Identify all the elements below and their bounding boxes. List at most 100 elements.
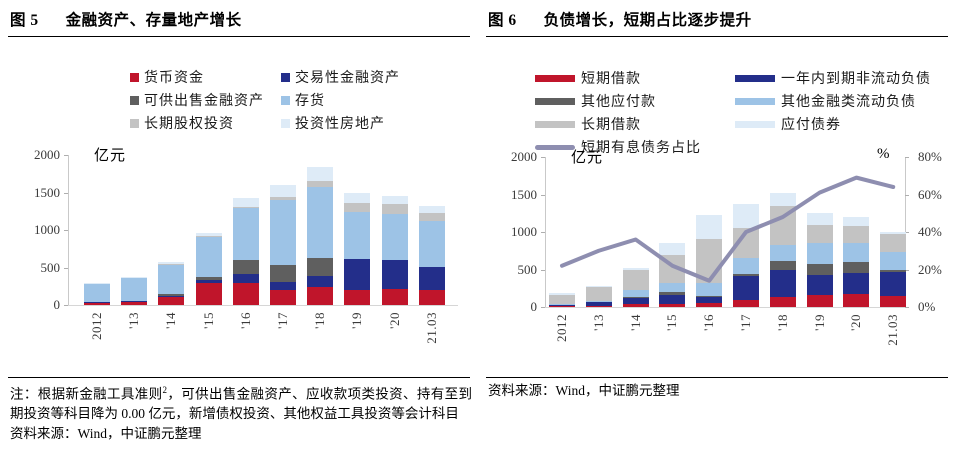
bar-segment bbox=[769, 245, 796, 262]
bar-segment bbox=[158, 296, 185, 305]
bar-segment bbox=[158, 294, 185, 296]
x-axis-label-text: '20 bbox=[848, 314, 864, 331]
legend-label: 货币资金 bbox=[144, 71, 204, 86]
x-axis-label-text: '18 bbox=[774, 314, 790, 331]
bar-segment bbox=[843, 262, 870, 273]
bar-segment bbox=[418, 290, 445, 305]
secondary-y-axis-tick bbox=[905, 194, 909, 196]
y-axis-tick-label: 2000 bbox=[34, 147, 60, 162]
x-axis-label-text: '14 bbox=[627, 314, 643, 331]
bar-segment bbox=[696, 283, 723, 296]
bar-segment bbox=[659, 292, 686, 295]
bar-segment bbox=[843, 242, 870, 263]
series-legend-swatch bbox=[535, 120, 575, 128]
legend-label: 长期股权投资 bbox=[144, 117, 234, 132]
legend-item: 其他应付款 bbox=[535, 93, 656, 110]
bar-segment bbox=[733, 258, 759, 274]
legend-label: 应付债券 bbox=[781, 118, 841, 133]
bar-segment bbox=[769, 261, 796, 271]
bar-segment bbox=[307, 167, 334, 181]
bar-segment bbox=[418, 221, 445, 267]
bar-segment bbox=[549, 304, 575, 305]
primary-axis-unit-label: 亿元 bbox=[94, 148, 127, 164]
chart-note: 注：根据新金融工具准则2，可供出售金融资产、应收款项类投资、持有至到期投资等科目… bbox=[10, 381, 472, 424]
bar-segment bbox=[843, 294, 870, 307]
x-axis-label-text: '17 bbox=[275, 312, 290, 329]
bar-segment bbox=[585, 287, 612, 301]
y-axis-tick bbox=[64, 267, 68, 269]
bar-segment bbox=[270, 264, 296, 282]
secondary-y-axis-tick-label: 20% bbox=[918, 261, 942, 277]
bar-segment bbox=[549, 306, 575, 307]
legend-item: 存货 bbox=[281, 92, 325, 109]
series-legend-swatch bbox=[281, 72, 290, 82]
x-axis-label-text: '16 bbox=[701, 314, 717, 331]
x-axis-label-text: '19 bbox=[811, 314, 827, 331]
x-axis-label-text: '13 bbox=[590, 314, 606, 331]
legend-item: 可供出售金融资产 bbox=[130, 92, 264, 109]
bar-segment bbox=[659, 294, 686, 304]
figure-6-panel: 图 6 负债增长，短期占比逐步提升 短期借款 一年内到期非流动负债 其他应付款 其他金融… bbox=[478, 0, 956, 473]
bar-segment bbox=[733, 273, 759, 276]
bar-segment bbox=[696, 297, 723, 304]
y-axis-tick-label: 1500 bbox=[511, 186, 537, 202]
bar-segment bbox=[622, 268, 649, 270]
title-divider bbox=[486, 36, 948, 37]
bar-segment bbox=[270, 290, 296, 305]
stacked-bar-chart: 0 500 1000 1500 2000 亿元 2012 '13 '14 '15 '16 '17 '18… bbox=[34, 147, 458, 344]
figure-footnote: 资料来源：Wind，中证鹏元整理 bbox=[488, 381, 950, 401]
bar-segment bbox=[659, 303, 686, 307]
bar-segment bbox=[84, 302, 110, 303]
bar-segment bbox=[843, 225, 870, 243]
bar-segment bbox=[84, 302, 110, 305]
legend-label: 可供出售金融资产 bbox=[144, 94, 264, 109]
bar-segment bbox=[696, 214, 723, 240]
y-axis-tick-label: 2000 bbox=[511, 149, 537, 164]
bar-segment bbox=[659, 242, 686, 256]
bar-segment bbox=[769, 193, 796, 206]
y-axis-tick bbox=[541, 194, 545, 196]
figure-title-text: 金融资产、存量地产增长 bbox=[65, 12, 242, 29]
x-axis-label-text: '18 bbox=[312, 312, 328, 329]
series-legend-swatch bbox=[735, 120, 775, 128]
bar-segment bbox=[843, 217, 870, 226]
secondary-axis-unit-label: % bbox=[877, 146, 891, 162]
bar-segment bbox=[307, 276, 334, 288]
y-axis-line bbox=[68, 155, 69, 305]
data-source: 资料来源：Wind，中证鹏元整理 bbox=[488, 383, 680, 398]
figure-5-panel: 图 5 金融资产、存量地产增长 货币资金 交易性金融资产 可供出售金融资产 存货 长期股权… bbox=[8, 12, 472, 441]
ratio-line-series bbox=[560, 175, 896, 283]
bar-segment bbox=[270, 185, 296, 197]
legend-label: 短期借款 bbox=[581, 72, 641, 87]
bar-segment bbox=[549, 303, 575, 305]
y-axis-tick bbox=[541, 307, 545, 308]
bar-segment bbox=[806, 224, 833, 244]
line-legend-swatch bbox=[535, 144, 575, 150]
x-axis-line bbox=[545, 307, 905, 308]
bar-segment bbox=[121, 278, 148, 302]
bar-segment bbox=[232, 197, 259, 207]
legend-label: 投资性房地产 bbox=[295, 117, 385, 132]
bar-segment bbox=[769, 296, 796, 307]
legend-item: 其他金融类流动负债 bbox=[735, 93, 916, 110]
bar-segment bbox=[733, 204, 759, 228]
legend-label: 一年内到期非流动负债 bbox=[781, 72, 931, 87]
note-superscript: 2 bbox=[162, 385, 168, 395]
data-source: 资料来源：Wind，中证鹏元整理 bbox=[10, 425, 202, 441]
bar-segment bbox=[659, 282, 686, 293]
bar-segment bbox=[232, 274, 259, 283]
x-axis-label-text: '19 bbox=[349, 312, 365, 329]
legend-item: 长期借款 bbox=[535, 116, 641, 133]
bar-segment bbox=[381, 260, 408, 290]
bar-segment bbox=[880, 295, 907, 307]
x-axis-label-text: '16 bbox=[237, 312, 253, 329]
y-axis-tick-label: 0 bbox=[53, 297, 61, 312]
series-legend-swatch bbox=[535, 97, 575, 105]
stacked-bar-line-chart: 0 500 1000 1500 2000 0% 20% 40% 60% 80% 亿元% 2012 '13… bbox=[478, 0, 956, 473]
bar-segment bbox=[880, 232, 907, 235]
note-text-continued: ，可供出售金融资产、应收款项类投资、持有至到期投资等科目降为 0.00 亿元，新… bbox=[10, 386, 472, 422]
series-legend-swatch bbox=[130, 118, 139, 128]
title-divider bbox=[8, 36, 470, 37]
bar-segment bbox=[270, 196, 296, 201]
bar-segment bbox=[418, 266, 445, 291]
